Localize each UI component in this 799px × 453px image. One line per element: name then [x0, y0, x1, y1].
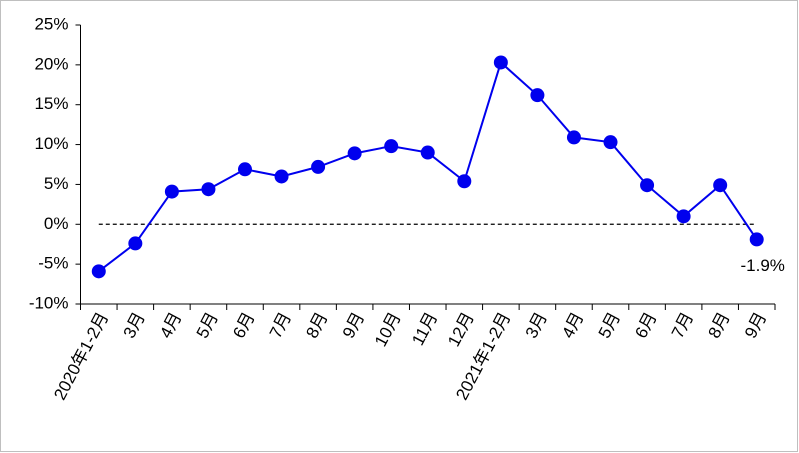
- data-point: [311, 159, 326, 174]
- data-point: [384, 139, 399, 154]
- y-tick-label: 20%: [34, 54, 68, 73]
- y-tick-label: -5%: [38, 254, 68, 273]
- y-tick-label: 5%: [44, 174, 69, 193]
- data-point: [749, 232, 764, 247]
- y-tick-label: 10%: [34, 134, 68, 153]
- data-point: [676, 209, 691, 224]
- data-point: [128, 236, 143, 251]
- y-tick-label: 25%: [34, 14, 68, 33]
- y-tick-label: 0%: [44, 214, 69, 233]
- data-point: [603, 135, 618, 150]
- data-point: [457, 174, 472, 189]
- data-point: [420, 145, 435, 160]
- y-tick-label: -10%: [29, 293, 69, 312]
- data-point: [640, 178, 655, 193]
- data-point: [566, 130, 581, 145]
- data-point: [713, 178, 728, 193]
- data-point: [274, 169, 289, 184]
- y-tick-label: 15%: [34, 94, 68, 113]
- data-point: [164, 184, 179, 199]
- data-point: [493, 55, 508, 70]
- data-label: -1.9%: [741, 256, 785, 275]
- data-point: [347, 146, 362, 161]
- data-point: [91, 264, 106, 279]
- data-point: [237, 162, 252, 177]
- data-point: [201, 182, 216, 197]
- data-point: [530, 88, 545, 103]
